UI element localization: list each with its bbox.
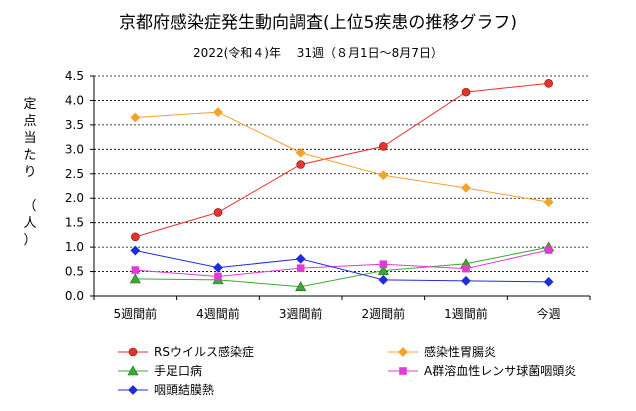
gridlines — [94, 75, 590, 272]
y-tick-label: 3.5 — [65, 118, 84, 132]
data-point — [295, 281, 307, 292]
legend-marker — [398, 347, 408, 357]
x-tick-labels: 5週間前 4週間前 3週間前 2週間前 1週間前 今週 — [114, 306, 561, 321]
legend-label: RSウイルス感染症 — [154, 344, 254, 359]
data-point — [378, 274, 389, 285]
data-point — [378, 170, 389, 181]
y-tick-label: 4.5 — [65, 69, 84, 83]
y-axis-label-char: ） — [23, 233, 36, 248]
data-point — [461, 183, 471, 193]
data-point — [130, 245, 141, 256]
data-point — [543, 276, 554, 287]
legend-item: A群溶血性レンサ球菌咽頭炎 — [388, 363, 576, 378]
y-tick-label: 2.5 — [65, 167, 84, 181]
data-point — [131, 232, 140, 242]
y-axis-label-char: （ — [23, 199, 36, 214]
x-tick-label: 1週間前 — [444, 306, 488, 321]
legend-item: 感染性胃腸炎 — [388, 344, 496, 359]
legend-marker — [128, 347, 138, 357]
data-point — [295, 147, 306, 158]
legend-marker — [128, 385, 138, 395]
y-axis-label-char: 当 — [23, 131, 36, 146]
legend-item: 咽頭結膜熱 — [118, 383, 214, 397]
y-tick-label: 3.0 — [65, 142, 84, 156]
legend-label: 感染性胃腸炎 — [424, 344, 496, 359]
y-tick-label: 1.0 — [65, 240, 84, 254]
series-line — [135, 82, 549, 238]
series-2 — [130, 107, 554, 208]
x-tick-label: 今週 — [537, 306, 561, 321]
data-point — [461, 275, 471, 286]
legend-label: A群溶血性レンサ球菌咽頭炎 — [424, 363, 576, 378]
data-point — [296, 160, 305, 169]
data-point — [377, 264, 389, 275]
series-line — [135, 111, 549, 203]
x-tick-label: 2週間前 — [362, 306, 406, 321]
data-point — [379, 142, 388, 151]
data-point — [295, 253, 306, 264]
y-axis-label-char: 人 — [23, 216, 36, 231]
data-point — [130, 112, 141, 123]
y-tick-label: 4.0 — [65, 93, 84, 107]
data-point — [544, 79, 553, 88]
legend-marker — [127, 365, 139, 376]
y-tick-label: 1.5 — [65, 216, 84, 230]
data-point — [379, 260, 388, 269]
series-line — [135, 250, 549, 283]
data-point — [213, 262, 223, 273]
legend-label: 咽頭結膜熱 — [154, 383, 214, 397]
data-point — [461, 87, 471, 97]
data-point — [213, 208, 223, 217]
data-point — [213, 107, 223, 118]
data-point — [296, 264, 305, 272]
data-point — [214, 272, 222, 281]
y-axis-label-char: 定 — [23, 97, 36, 112]
series-layer — [129, 79, 555, 292]
x-tick-label: 3週間前 — [279, 306, 323, 321]
series-4 — [131, 246, 553, 281]
axes — [90, 75, 591, 300]
y-tick-label: 2.0 — [65, 191, 84, 205]
legend-marker — [399, 367, 407, 375]
y-axis-label-char: り — [23, 165, 36, 180]
series-line — [135, 249, 549, 277]
data-point — [129, 273, 141, 284]
series-5 — [130, 245, 554, 287]
y-axis-label-char: た — [23, 148, 36, 163]
legend-label: 手足口病 — [154, 363, 202, 378]
y-tick-labels: 0.0 0.5 1.0 1.5 2.0 2.5 3.0 3.5 4.0 4.5 — [65, 69, 84, 303]
data-point — [544, 246, 553, 254]
chart-title: 京都府感染症発生動向調査(上位5疾患の推移グラフ) — [119, 13, 517, 33]
x-tick-label: 5週間前 — [114, 306, 158, 321]
series-line — [135, 246, 549, 288]
data-point — [131, 266, 140, 274]
data-point — [543, 197, 554, 208]
legend-item: RSウイルス感染症 — [118, 344, 254, 359]
legend-item: 手足口病 — [118, 363, 202, 378]
y-tick-label: 0.5 — [65, 265, 84, 279]
y-axis-label-char: 点 — [23, 114, 36, 129]
data-point — [462, 264, 470, 273]
y-tick-label: 0.0 — [65, 289, 84, 303]
x-tick-label: 4週間前 — [196, 306, 240, 321]
chart-subtitle: 2022(令和４)年 31週（８月1日～8月7日） — [193, 45, 443, 60]
series-1 — [131, 79, 553, 242]
